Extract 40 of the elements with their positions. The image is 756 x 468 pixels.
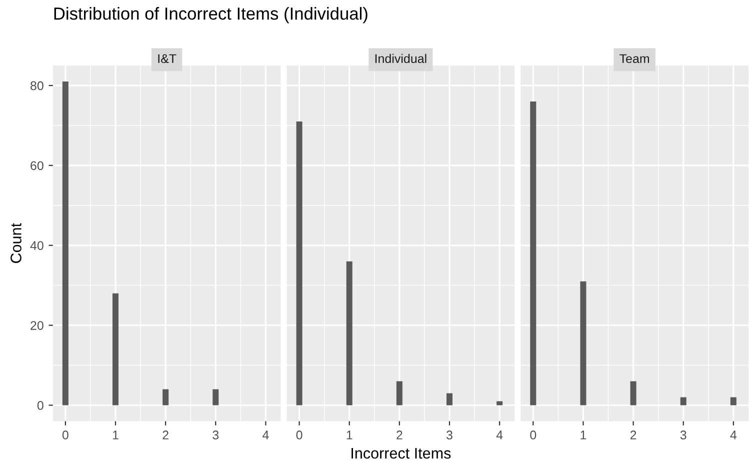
- bar: [62, 82, 68, 406]
- x-tick-label: 1: [112, 430, 118, 440]
- x-tick-label: 1: [580, 430, 586, 440]
- x-tick-label: 3: [680, 430, 686, 440]
- x-tick-label: 0: [530, 430, 536, 440]
- bar: [530, 101, 536, 406]
- x-tick-label: 2: [396, 430, 402, 440]
- bar: [112, 293, 119, 406]
- y-tick-label: 80: [30, 81, 44, 90]
- y-tick-label: 60: [30, 161, 44, 170]
- x-axis-title: Incorrect Items: [352, 448, 451, 459]
- bar: [680, 397, 686, 406]
- bar: [346, 261, 352, 406]
- chart-subtitle: Team: [620, 54, 649, 64]
- x-tick-label: 3: [212, 430, 219, 440]
- bar: [730, 397, 736, 406]
- x-tick-label: 4: [262, 430, 269, 440]
- bar: [496, 401, 503, 406]
- x-tick-label: 0: [296, 430, 302, 440]
- x-tick-label: 3: [446, 430, 452, 440]
- chart-title: Distribution of Incorrect Items (Individual): [54, 7, 368, 24]
- bar: [396, 381, 402, 406]
- bar: [296, 121, 302, 406]
- x-tick-label: 1: [346, 430, 352, 440]
- chart-subtitle: I&T: [158, 54, 176, 64]
- x-tick-label: 2: [630, 430, 636, 440]
- x-tick-label: 2: [162, 430, 168, 440]
- y-tick-label: 20: [30, 321, 44, 330]
- y-tick-label: 0: [37, 401, 44, 410]
- x-tick-label: 4: [730, 430, 737, 440]
- x-tick-label: 0: [62, 430, 68, 440]
- y-axis-title: Count: [10, 223, 22, 263]
- chart-subtitle: Individual: [375, 54, 426, 64]
- y-tick-label: 40: [30, 241, 44, 250]
- bar: [580, 281, 586, 406]
- bar: [446, 393, 452, 406]
- x-tick-label: 4: [496, 430, 503, 440]
- bar: [212, 389, 219, 406]
- bar: [630, 381, 636, 406]
- bar: [162, 389, 169, 406]
